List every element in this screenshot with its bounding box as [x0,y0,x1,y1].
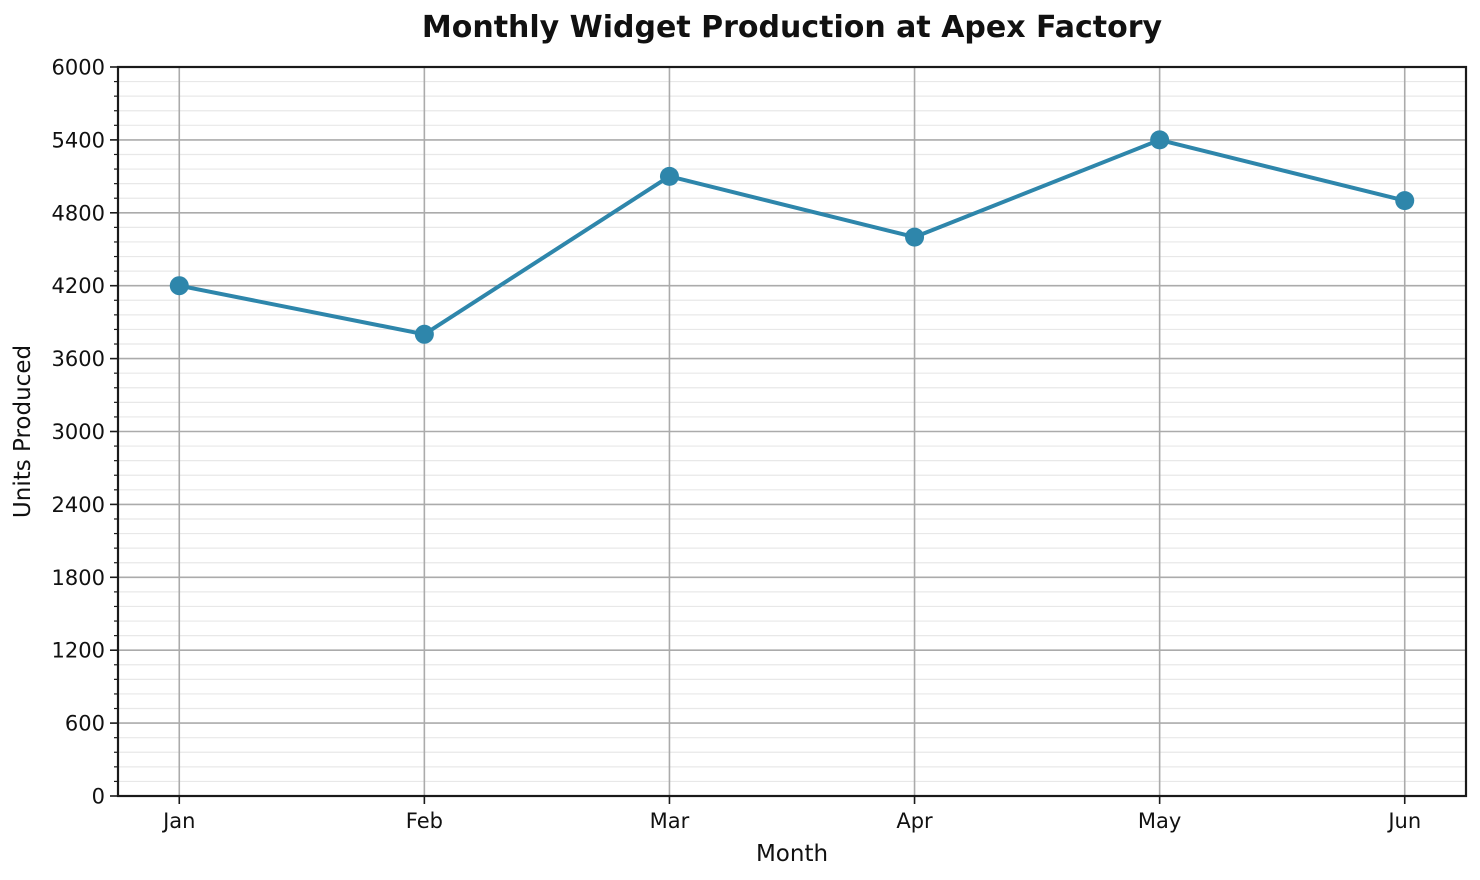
y-tick-label: 3600 [52,347,105,371]
x-tick-label: Mar [650,809,690,833]
data-series [169,130,1415,344]
y-tick-label: 2400 [52,493,105,517]
data-point [414,324,434,344]
data-point [1150,130,1170,150]
data-point [1395,191,1415,211]
minor-gridlines [118,80,1466,783]
y-tick-label: 6000 [52,56,105,80]
y-tick-label: 1200 [52,639,105,663]
x-tick-label: Feb [406,809,443,833]
x-tick-label: Jan [161,809,195,833]
data-point [169,276,189,296]
y-tick-label: 600 [65,712,105,736]
tick-marks [110,66,1406,804]
y-tick-label: 1800 [52,566,105,590]
data-point [659,166,679,186]
y-axis-label: Units Produced [10,345,36,518]
x-tick-label: Jun [1386,809,1421,833]
major-gridlines [118,67,1466,796]
chart-title: Monthly Widget Production at Apex Factor… [422,10,1163,45]
y-tick-label: 4200 [52,274,105,298]
y-tick-label: 5400 [52,128,105,152]
data-point [905,227,925,247]
data-line [177,137,1407,337]
x-tick-label: Apr [896,809,933,833]
x-tick-label: May [1138,809,1181,833]
y-tick-label: 0 [92,785,105,809]
y-tick-label: 3000 [52,420,105,444]
tick-labels: 0 600 1200 1800 2400 3000 3600 4200 4800 5400 6000… [52,56,1422,834]
y-tick-label: 4800 [52,201,105,225]
x-axis-label: Month [756,841,828,867]
